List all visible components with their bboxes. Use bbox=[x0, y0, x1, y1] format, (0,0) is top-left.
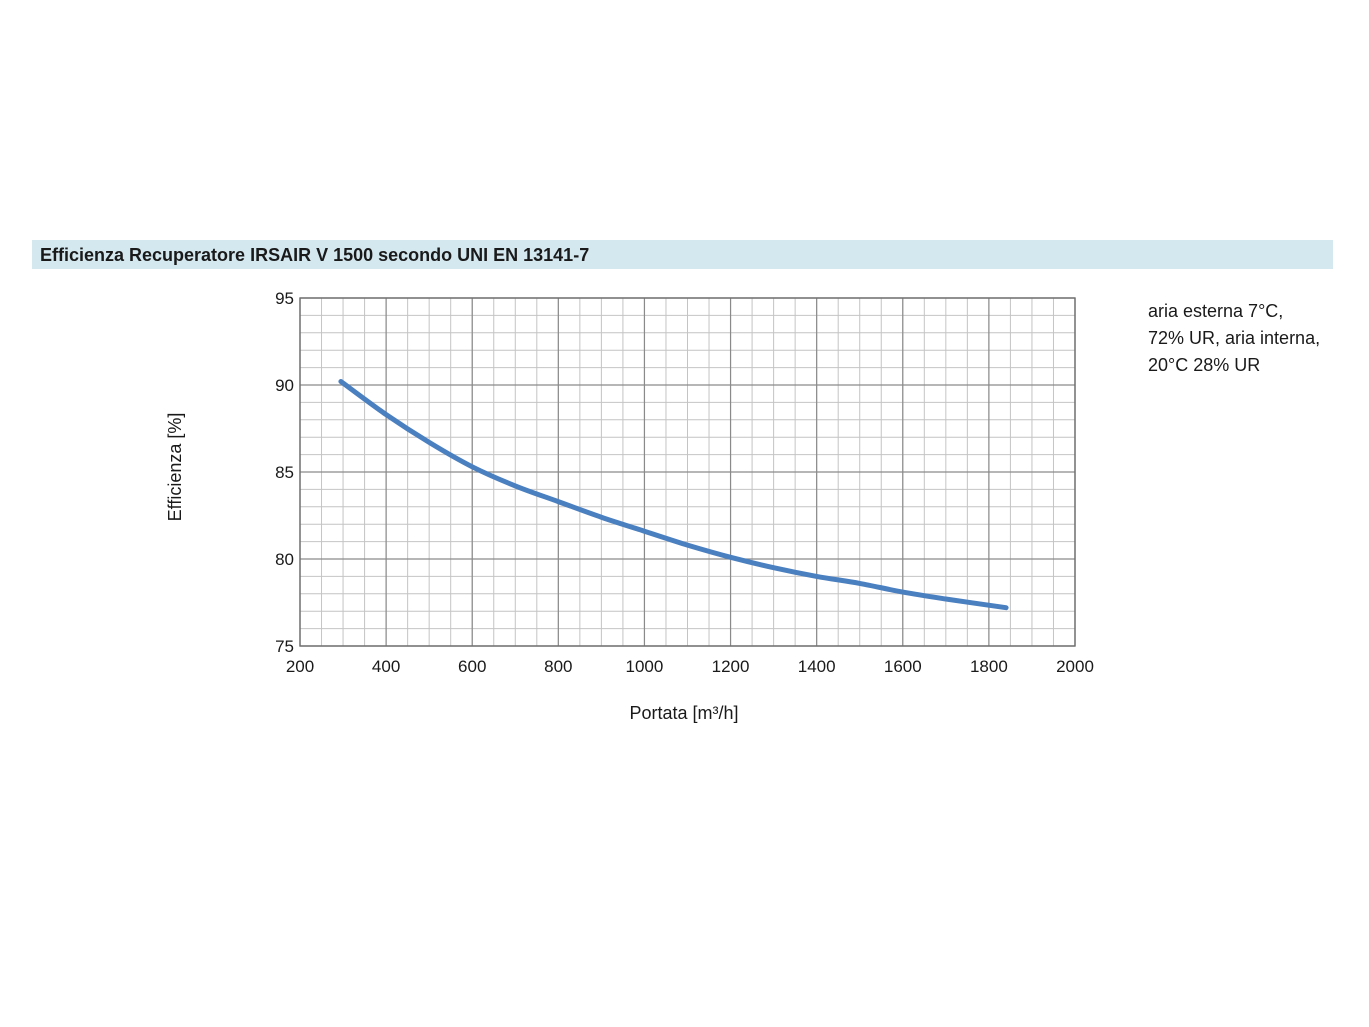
chart-title-bar: Efficienza Recuperatore IRSAIR V 1500 se… bbox=[32, 240, 1333, 269]
series-group bbox=[338, 379, 1009, 611]
x-tick-label: 1000 bbox=[626, 657, 664, 676]
x-tick-label: 1800 bbox=[970, 657, 1008, 676]
x-tick-label: 1600 bbox=[884, 657, 922, 676]
note-line-3: 20°C 28% UR bbox=[1148, 355, 1261, 375]
x-axis-ticks: 200 400 600 800 1000 1200 1400 1600 1800 2000 bbox=[286, 657, 1094, 676]
note-line-2: 72% UR, aria interna, bbox=[1148, 328, 1321, 348]
y-tick-label: 75 bbox=[275, 637, 294, 656]
note-line-1: aria esterna 7°C, bbox=[1148, 301, 1284, 321]
y-axis-label: Efficienza [%] bbox=[165, 413, 185, 522]
plot-frame bbox=[299, 297, 1076, 647]
x-tick-label: 600 bbox=[458, 657, 486, 676]
x-tick-label: 1200 bbox=[712, 657, 750, 676]
series-line-efficiency bbox=[338, 379, 1009, 611]
y-tick-label: 85 bbox=[275, 463, 294, 482]
y-tick-label: 90 bbox=[275, 376, 294, 395]
x-tick-label: 800 bbox=[544, 657, 572, 676]
x-tick-label: 1400 bbox=[798, 657, 836, 676]
x-axis-label: Portata [m³/h] bbox=[629, 703, 738, 723]
x-tick-label: 200 bbox=[286, 657, 314, 676]
x-tick-label: 400 bbox=[372, 657, 400, 676]
y-axis-ticks: 75 80 85 90 95 bbox=[275, 289, 294, 656]
y-tick-label: 95 bbox=[275, 289, 294, 308]
major-grid bbox=[299, 297, 1076, 647]
y-tick-label: 80 bbox=[275, 550, 294, 569]
chart-title: Efficienza Recuperatore IRSAIR V 1500 se… bbox=[40, 245, 590, 265]
test-conditions-note: aria esterna 7°C, 72% UR, aria interna, … bbox=[1148, 298, 1348, 379]
x-tick-label: 2000 bbox=[1056, 657, 1094, 676]
